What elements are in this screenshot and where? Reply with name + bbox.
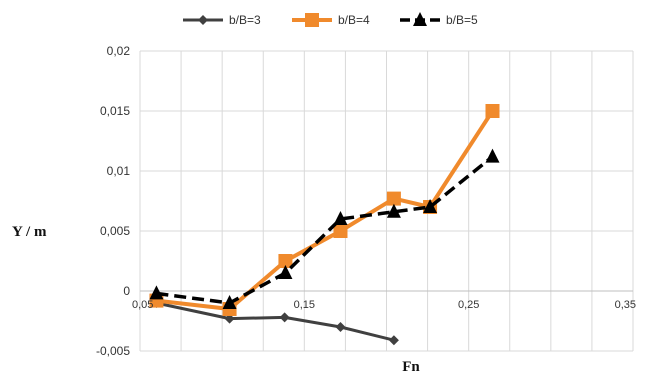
data-point-square	[386, 191, 401, 206]
data-point-square	[278, 254, 293, 268]
data-point-triangle	[333, 211, 348, 225]
data-point-diamond	[388, 335, 399, 346]
series-line	[156, 109, 495, 311]
data-point-diamond	[279, 312, 290, 323]
data-point-square	[305, 13, 319, 27]
data-point-square	[333, 224, 348, 238]
y-tick-label: 0	[123, 284, 130, 298]
data-point-triangle	[386, 203, 401, 218]
y-tick-label: 0,01	[107, 164, 131, 178]
x-tick-label: 0,35	[615, 299, 636, 311]
tick-labels: -0,005 0 0,005 0,01 0,015 0,02 0,05 0,15 0,25 0,3…	[96, 44, 636, 358]
data-point-diamond	[224, 313, 235, 324]
legend-label: b/B=3	[229, 13, 261, 27]
legend: b/B=3 b/B=4 b/B=5	[183, 12, 478, 27]
data-point-triangle	[278, 265, 293, 279]
data-point-triangle	[413, 12, 427, 26]
data-point-triangle	[149, 285, 164, 300]
series-line	[156, 155, 494, 305]
legend-label: b/B=5	[446, 13, 478, 27]
x-tick-label: 0,05	[132, 299, 153, 311]
data-point-triangle	[423, 199, 438, 213]
y-tick-label: 0,005	[100, 224, 130, 238]
legend-label: b/B=4	[338, 13, 370, 27]
data-point-diamond	[198, 15, 208, 25]
y-tick-label: 0,015	[100, 104, 130, 118]
legend-item-2: b/B=4	[292, 13, 370, 27]
legend-item-1: b/B=3	[183, 13, 261, 27]
series-2	[149, 104, 500, 316]
data-point-diamond	[335, 322, 346, 332]
data-point-square	[485, 104, 500, 118]
series-3	[149, 148, 500, 309]
x-axis-title: Fn	[402, 359, 420, 375]
data-point-triangle	[222, 295, 237, 309]
y-axis-title: Y / m	[12, 224, 47, 240]
x-tick-label: 0,25	[458, 299, 479, 311]
series-line	[156, 301, 395, 342]
series-layer	[149, 104, 500, 346]
grid	[139, 50, 634, 352]
legend-item-3: b/B=5	[400, 12, 478, 27]
x-tick-label: 0,15	[294, 299, 315, 311]
y-tick-label: 0,02	[107, 44, 131, 58]
y-tick-label: -0,005	[96, 344, 130, 358]
data-point-triangle	[485, 148, 500, 163]
